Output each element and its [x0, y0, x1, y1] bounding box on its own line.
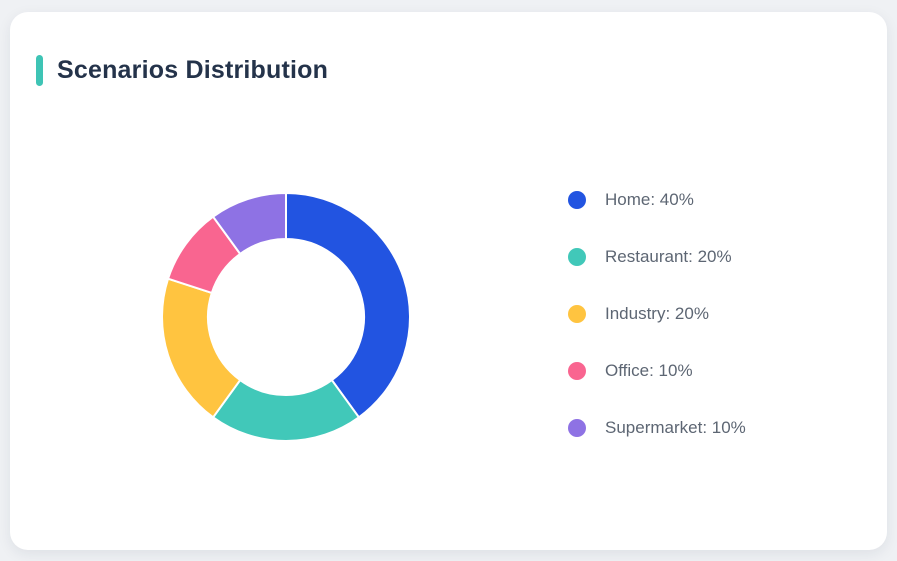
chart-legend: Home: 40% Restaurant: 20% Industry: 20% … [568, 191, 746, 476]
legend-dot-industry [568, 305, 586, 323]
legend-label-industry: Industry: 20% [605, 304, 709, 323]
donut-chart-canvas[interactable] [156, 187, 416, 447]
legend-dot-home [568, 191, 586, 209]
legend-label-restaurant: Restaurant: 20% [605, 247, 732, 266]
legend-item-supermarket[interactable]: Supermarket: 10% [568, 419, 746, 437]
legend-dot-restaurant [568, 248, 586, 266]
donut-chart[interactable] [156, 187, 416, 447]
donut-segment-industry[interactable] [161, 277, 242, 419]
legend-item-home[interactable]: Home: 40% [568, 191, 746, 209]
legend-item-industry[interactable]: Industry: 20% [568, 305, 746, 323]
donut-segment-home[interactable] [285, 192, 411, 419]
donut-segment-supermarket[interactable] [212, 192, 287, 255]
title-accent-bar [36, 55, 43, 86]
legend-dot-office [568, 362, 586, 380]
legend-dot-supermarket [568, 419, 586, 437]
card-header: Scenarios Distribution [36, 55, 328, 86]
page-title: Scenarios Distribution [57, 56, 329, 84]
legend-label-home: Home: 40% [605, 190, 694, 209]
scenarios-distribution-card: Scenarios Distribution Home: 40% Restaur… [10, 12, 887, 550]
legend-item-office[interactable]: Office: 10% [568, 362, 746, 380]
legend-label-office: Office: 10% [605, 361, 693, 380]
legend-item-restaurant[interactable]: Restaurant: 20% [568, 248, 746, 266]
legend-label-supermarket: Supermarket: 10% [605, 418, 746, 437]
donut-segment-restaurant[interactable] [212, 379, 360, 442]
